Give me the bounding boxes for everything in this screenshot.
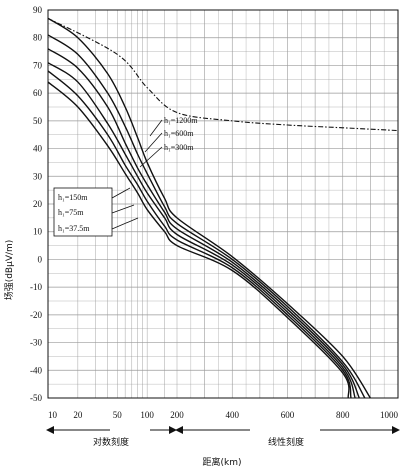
pointer-75 — [111, 204, 135, 214]
legend-label-75: h₁=75m — [58, 208, 84, 217]
x-tick-label: 1000 — [380, 410, 399, 420]
y-tick-label: 20 — [33, 199, 43, 209]
pointer-37-5 — [111, 217, 139, 230]
legend-label-150: h₁=150m — [58, 193, 88, 202]
curve-1200 — [47, 17, 371, 399]
y-tick-label: -50 — [30, 393, 42, 403]
y-tick-label: 80 — [33, 33, 43, 43]
curve-37-5 — [47, 81, 350, 399]
curve-free-space — [47, 17, 399, 132]
x-tick-label: 800 — [336, 410, 350, 420]
scale-indicator: 对数刻度 线性刻度 — [46, 426, 400, 448]
y-tick-label: 50 — [33, 116, 43, 126]
y-tick-label: 30 — [33, 171, 43, 181]
pointer-150 — [111, 187, 131, 199]
legend-lower: h₁=150m h₁=75m h₁=37.5m — [53, 187, 139, 237]
y-tick-labels: 90 80 70 60 50 40 30 20 10 0 -10 -20 -30 -40 -50 — [30, 5, 43, 403]
legend-label-300: h₁=300m — [164, 143, 194, 152]
y-tick-label: 90 — [33, 5, 43, 15]
x-tick-labels: 10 20 50 100 200 400 600 800 1000 — [48, 410, 399, 420]
grid-lines — [47, 9, 398, 399]
x-tick-label: 100 — [140, 410, 154, 420]
x-tick-label: 400 — [226, 410, 240, 420]
pointer-1200 — [149, 119, 163, 137]
y-tick-label: -20 — [30, 310, 42, 320]
pointer-300 — [139, 146, 163, 168]
x-tick-label: 20 — [73, 410, 83, 420]
x-tick-label: 600 — [281, 410, 295, 420]
curve-600 — [47, 34, 366, 399]
y-tick-label: 70 — [33, 60, 43, 70]
pointer-600 — [144, 132, 163, 153]
legend-label-1200: h₁=1200m — [164, 116, 198, 125]
y-tick-label: 0 — [38, 254, 43, 264]
y-tick-label: 60 — [33, 88, 43, 98]
log-scale-label: 对数刻度 — [93, 436, 129, 448]
legend-upper: h₁=1200m h₁=600m h₁=300m — [139, 116, 198, 168]
y-tick-label: 40 — [33, 144, 43, 154]
x-tick-label: 10 — [48, 410, 58, 420]
legend-lower-box — [53, 187, 113, 237]
x-tick-label: 50 — [113, 410, 123, 420]
plot-frame — [47, 9, 399, 399]
legend-label-600: h₁=600m — [164, 129, 194, 138]
y-tick-label: -10 — [30, 282, 42, 292]
y-axis-label: 场强(dBμV/m) — [4, 240, 15, 301]
curves — [47, 17, 399, 399]
x-axis-label: 距离(km) — [202, 456, 241, 468]
x-tick-label: 200 — [170, 410, 184, 420]
curve-75 — [47, 70, 352, 399]
y-tick-label: 10 — [33, 227, 43, 237]
curve-300 — [47, 48, 360, 399]
legend-label-37-5: h₁=37.5m — [58, 224, 90, 233]
y-tick-label: -40 — [30, 365, 42, 375]
y-tick-label: -30 — [30, 338, 42, 348]
linear-scale-label: 线性刻度 — [268, 436, 304, 448]
curve-150 — [47, 62, 356, 399]
